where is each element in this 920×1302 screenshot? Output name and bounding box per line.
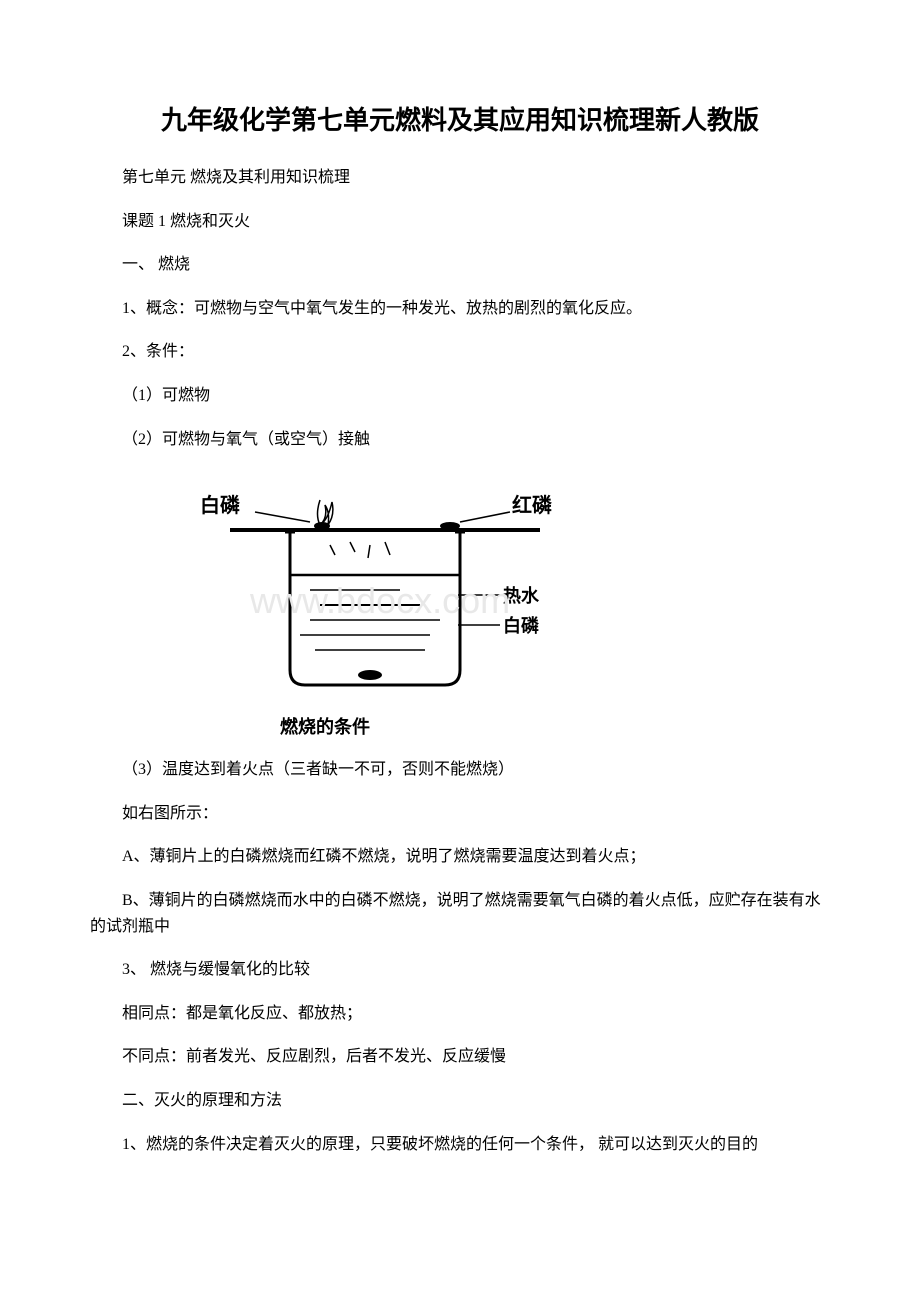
label-red-phosphorus: 红磷 [512,493,552,517]
paragraph: （3）温度达到着火点（三者缺一不可，否则不能燃烧） [90,757,830,783]
beaker-diagram-svg: 白磷 红磷 热水 白磷 [200,470,560,700]
paragraph: B、薄铜片的白磷燃烧而水中的白磷不燃烧，说明了燃烧需要氧气白磷的着火点低，应贮存… [90,888,830,939]
paragraph: 一、 燃烧 [90,252,830,278]
paragraph: 课题 1 燃烧和灭火 [90,209,830,235]
paragraph: 第七单元 燃烧及其利用知识梳理 [90,165,830,191]
paragraph: 相同点：都是氧化反应、都放热； [90,1001,830,1027]
paragraph: 如右图所示： [90,801,830,827]
paragraph: （1）可燃物 [90,383,830,409]
paragraph: 1、概念：可燃物与空气中氧气发生的一种发光、放热的剧烈的氧化反应。 [90,296,830,322]
document-title: 九年级化学第七单元燃料及其应用知识梳理新人教版 [90,100,830,137]
label-hot-water: 热水 [503,585,540,606]
label-white-phosphorus: 白磷 [200,493,240,517]
paragraph: （2）可燃物与氧气（或空气）接触 [90,427,830,453]
paragraph: 二、灭火的原理和方法 [90,1088,830,1114]
combustion-diagram: 白磷 红磷 热水 白磷 燃烧的条件 [200,470,830,739]
paragraph: 3、 燃烧与缓慢氧化的比较 [90,957,830,983]
paragraph: 2、条件： [90,339,830,365]
diagram-caption: 燃烧的条件 [280,713,830,739]
paragraph: 不同点：前者发光、反应剧烈，后者不发光、反应缓慢 [90,1044,830,1070]
paragraph: A、薄铜片上的白磷燃烧而红磷不燃烧，说明了燃烧需要温度达到着火点； [90,844,830,870]
paragraph: 1、燃烧的条件决定着灭火的原理，只要破坏燃烧的任何一个条件， 就可以达到灭火的目… [90,1132,830,1158]
label-white-phosphorus-water: 白磷 [503,615,540,636]
